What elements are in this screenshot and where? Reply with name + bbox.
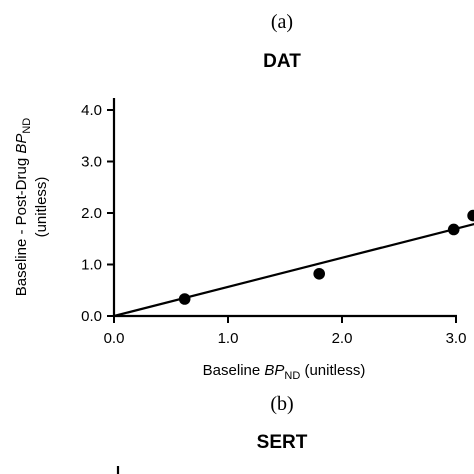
x-ticks: 0.01.02.03.04.0: [104, 316, 467, 347]
y-ticks: 0.0 1.0 2.0 3.0 4.0: [81, 102, 114, 325]
data-point: [447, 223, 460, 236]
panel-a-label: (a): [271, 11, 293, 33]
data-point: [313, 267, 326, 280]
chart-title-sert: SERT: [257, 432, 308, 453]
regression-line: [113, 222, 474, 318]
x-tick-label: 0.0: [104, 330, 125, 347]
y-axis-label: Baseline - Post-Drug BPND (unitless): [13, 118, 50, 297]
x-axis-label: Baseline BPND (unitless): [203, 362, 366, 382]
chart-title-dat: DAT: [263, 51, 301, 72]
data-point: [467, 209, 474, 222]
y-tick-label: 2.0: [81, 205, 102, 222]
y-tick-label: 3.0: [81, 154, 102, 171]
x-tick-label: 3.0: [446, 330, 467, 347]
x-tick-label: 2.0: [332, 330, 353, 347]
y-axis-label-line2: (unitless): [33, 177, 50, 238]
data-points: [178, 209, 474, 305]
y-tick-label: 0.0: [81, 308, 102, 325]
y-tick-label: 4.0: [81, 102, 102, 119]
y-tick-label: 1.0: [81, 257, 102, 274]
y-axis-label-line1: Baseline - Post-Drug BPND: [13, 118, 33, 297]
panel-b-label: (b): [270, 393, 293, 415]
axes: [112, 98, 457, 318]
x-tick-label: 1.0: [218, 330, 239, 347]
data-point: [178, 293, 191, 305]
